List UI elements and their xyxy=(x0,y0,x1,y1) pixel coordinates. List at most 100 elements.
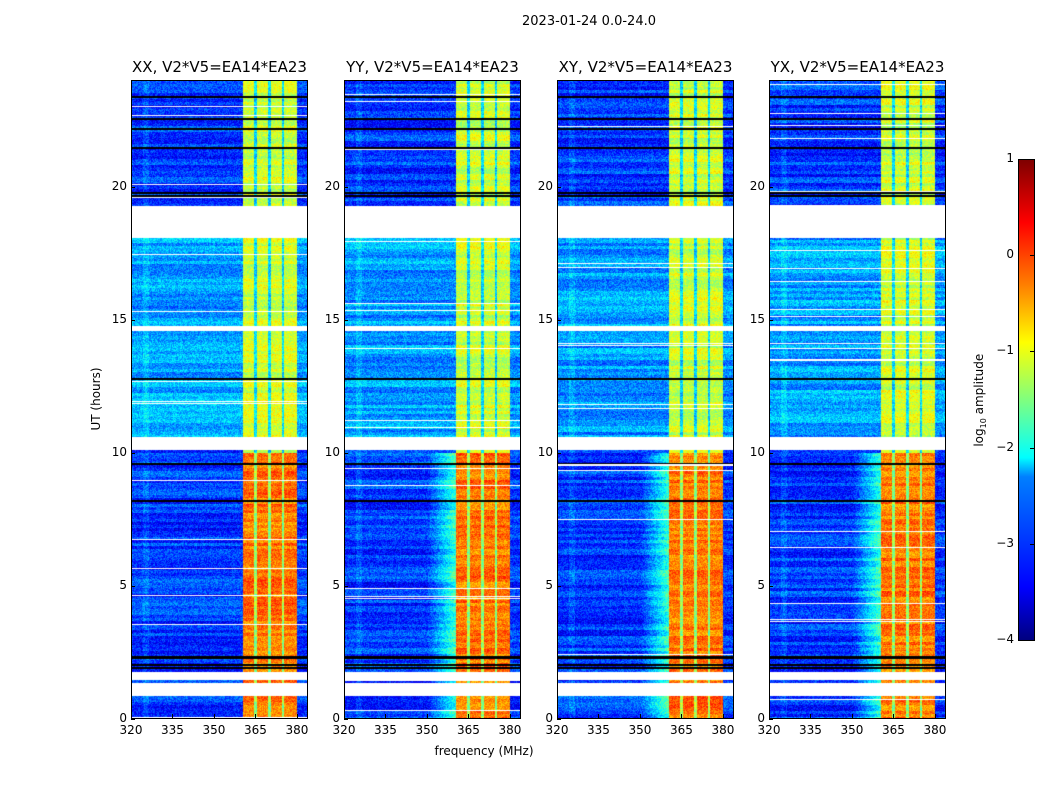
y-tick-label: 20 xyxy=(749,178,765,193)
x-tick-label: 365 xyxy=(457,723,480,737)
y-tick-mark xyxy=(557,452,561,454)
colorbar-tick-mark xyxy=(1030,447,1035,449)
y-axis-label: UT (hours) xyxy=(89,367,103,431)
y-tick-label: 10 xyxy=(749,444,765,459)
x-tick-mark xyxy=(722,714,724,718)
y-tick-mark xyxy=(557,719,561,720)
panel-title: XX, V2*V5=EA14*EA23 xyxy=(132,58,307,76)
y-tick-mark xyxy=(344,452,348,454)
y-tick-mark xyxy=(344,319,348,321)
y-tick-label: 10 xyxy=(537,444,553,459)
y-tick-label: 15 xyxy=(111,311,127,326)
colorbar-label: log10 amplitude xyxy=(972,340,988,460)
y-tick-label: 10 xyxy=(111,444,127,459)
y-tick-label: 20 xyxy=(537,178,553,193)
y-tick-label: 10 xyxy=(324,444,340,459)
x-tick-mark xyxy=(851,714,853,718)
x-tick-mark xyxy=(681,714,683,718)
colorbar-tick-label: 1 xyxy=(1006,151,1014,165)
x-tick-mark xyxy=(598,714,600,718)
colorbar-tick-mark xyxy=(1030,351,1035,353)
y-tick-label: 15 xyxy=(324,311,340,326)
x-tick-mark xyxy=(468,714,470,718)
y-tick-mark xyxy=(769,186,773,188)
y-tick-mark xyxy=(344,585,348,587)
x-tick-label: 380 xyxy=(285,723,309,737)
x-tick-label: 350 xyxy=(202,723,226,737)
x-tick-label: 365 xyxy=(670,723,693,737)
x-tick-label: 380 xyxy=(923,723,947,737)
x-tick-label: 380 xyxy=(498,723,522,737)
x-tick-label: 335 xyxy=(587,723,610,737)
x-tick-label: 320 xyxy=(757,723,781,737)
x-tick-label: 365 xyxy=(244,723,267,737)
panel-title: YY, V2*V5=EA14*EA23 xyxy=(346,58,519,76)
colorbar-tick-label: −3 xyxy=(996,535,1014,550)
x-tick-mark xyxy=(426,714,428,718)
x-tick-label: 335 xyxy=(799,723,822,737)
panel-title: XY, V2*V5=EA14*EA23 xyxy=(558,58,733,76)
x-tick-label: 335 xyxy=(161,723,184,737)
y-tick-mark xyxy=(131,319,135,321)
heatmap-canvas xyxy=(345,81,520,718)
x-tick-mark xyxy=(213,714,215,718)
x-tick-mark xyxy=(934,714,936,718)
x-tick-label: 380 xyxy=(711,723,735,737)
waterfall-panel xyxy=(769,80,946,719)
y-tick-mark xyxy=(769,719,773,720)
waterfall-panel xyxy=(344,80,521,719)
colorbar-label-main: log xyxy=(971,428,986,447)
x-axis-label: frequency (MHz) xyxy=(434,744,534,758)
y-tick-label: 0 xyxy=(757,711,765,725)
heatmap-canvas xyxy=(558,81,733,718)
y-tick-label: 5 xyxy=(757,577,765,592)
x-tick-label: 320 xyxy=(119,723,143,737)
x-tick-mark xyxy=(557,714,558,718)
x-tick-label: 350 xyxy=(415,723,439,737)
x-tick-mark xyxy=(344,714,345,718)
x-tick-label: 350 xyxy=(840,723,864,737)
colorbar-label-rest: amplitude xyxy=(971,353,986,419)
y-tick-label: 20 xyxy=(111,178,127,193)
x-tick-mark xyxy=(769,714,770,718)
y-tick-mark xyxy=(131,585,135,587)
y-tick-label: 5 xyxy=(332,577,340,592)
y-tick-label: 0 xyxy=(545,711,553,725)
x-tick-label: 365 xyxy=(882,723,905,737)
x-tick-mark xyxy=(893,714,895,718)
y-tick-mark xyxy=(131,719,135,720)
colorbar-tick-label: −4 xyxy=(996,632,1014,646)
y-tick-mark xyxy=(344,186,348,188)
y-tick-mark xyxy=(557,319,561,321)
x-tick-mark xyxy=(509,714,511,718)
y-tick-label: 5 xyxy=(119,577,127,592)
colorbar-tick-mark xyxy=(1030,543,1035,545)
colorbar-tick-label: 0 xyxy=(1006,247,1014,262)
y-tick-mark xyxy=(769,452,773,454)
y-tick-label: 15 xyxy=(749,311,765,326)
x-tick-label: 320 xyxy=(332,723,356,737)
y-tick-mark xyxy=(557,585,561,587)
y-tick-label: 15 xyxy=(537,311,553,326)
heatmap-canvas xyxy=(132,81,307,718)
x-tick-mark xyxy=(131,714,132,718)
x-tick-mark xyxy=(296,714,298,718)
x-tick-label: 320 xyxy=(545,723,569,737)
colorbar-tick-label: −1 xyxy=(996,343,1014,358)
y-tick-mark xyxy=(131,186,135,188)
panel-title: YX, V2*V5=EA14*EA23 xyxy=(770,58,945,76)
x-tick-label: 350 xyxy=(628,723,652,737)
x-tick-mark xyxy=(172,714,174,718)
colorbar-label-sub: 10 xyxy=(979,418,989,429)
colorbar-tick-mark xyxy=(1030,640,1035,641)
colorbar xyxy=(1018,159,1035,641)
waterfall-panel xyxy=(557,80,734,719)
x-tick-mark xyxy=(255,714,257,718)
figure-title: 2023-01-24 0.0-24.0 xyxy=(522,14,656,29)
waterfall-panel xyxy=(131,80,308,719)
y-tick-mark xyxy=(769,585,773,587)
x-tick-mark xyxy=(639,714,641,718)
colorbar-tick-label: −2 xyxy=(996,439,1014,454)
colorbar-tick-mark xyxy=(1030,255,1035,257)
y-tick-mark xyxy=(769,319,773,321)
